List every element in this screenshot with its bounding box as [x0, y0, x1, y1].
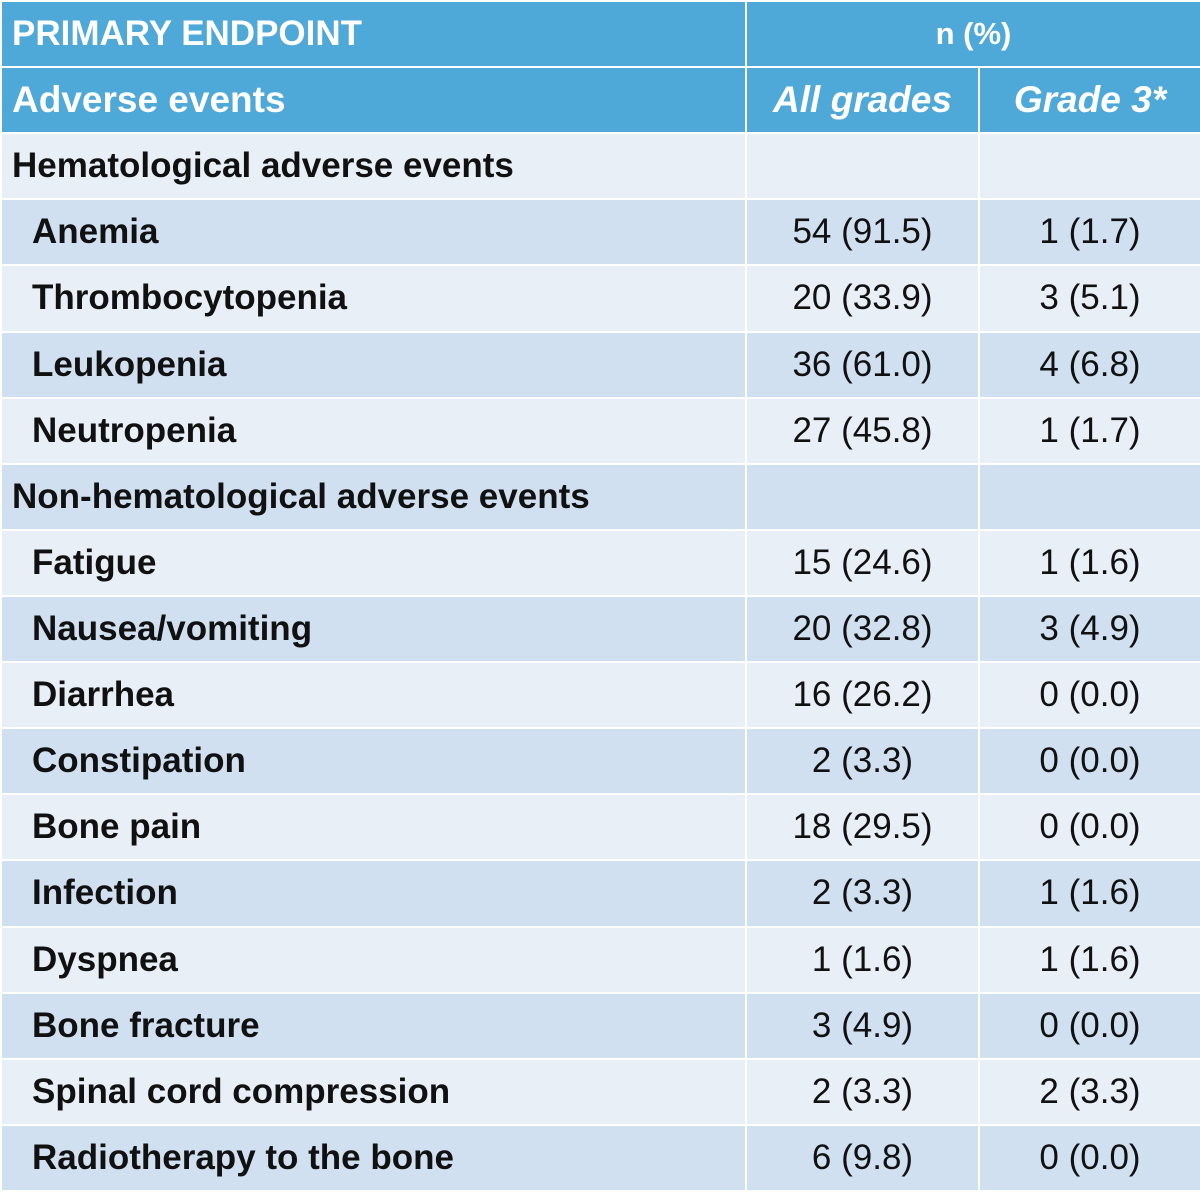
event-name: Leukopenia: [0, 330, 747, 399]
grade3-value: 0 (0.0): [977, 991, 1200, 1060]
grade3-value: 0 (0.0): [977, 1123, 1200, 1192]
all-grades-value: 16 (26.2): [745, 661, 980, 730]
grade3-value: 3 (5.1): [977, 264, 1200, 333]
grade3-value: 1 (1.6): [977, 925, 1200, 994]
table-row: Radiotherapy to the bone 6 (9.8) 0 (0.0): [0, 1123, 1200, 1192]
all-grades-value: 18 (29.5): [745, 793, 980, 862]
event-name: Infection: [0, 859, 747, 928]
grade3-value: 1 (1.6): [977, 528, 1200, 597]
table-row: Bone pain 18 (29.5) 0 (0.0): [0, 793, 1200, 862]
grade3-value: 1 (1.7): [977, 396, 1200, 465]
all-grades-value: 20 (33.9): [745, 264, 980, 333]
event-name: Anemia: [0, 198, 747, 267]
table-row: Hematological adverse events: [0, 132, 1200, 201]
event-name: Dyspnea: [0, 925, 747, 994]
table-row: Nausea/vomiting 20 (32.8) 3 (4.9): [0, 594, 1200, 664]
all-grades-value: 27 (45.8): [745, 396, 980, 465]
grade3-value: 4 (6.8): [977, 330, 1200, 399]
all-grades-value: 1 (1.6): [745, 925, 980, 994]
all-grades-value: 2 (3.3): [745, 727, 980, 796]
table-row: Bone fracture 3 (4.9) 0 (0.0): [0, 991, 1200, 1060]
n-label: n (%): [744, 0, 1200, 69]
header-row: PRIMARY ENDPOINT n (%): [0, 0, 1200, 69]
grade3-value: 0 (0.0): [977, 661, 1200, 730]
grade3-value: 1 (1.7): [977, 198, 1200, 267]
table-row: Fatigue 15 (24.6) 1 (1.6): [0, 528, 1200, 597]
column-label: All grades: [745, 66, 980, 135]
table-row: Neutropenia 27 (45.8) 1 (1.7): [0, 396, 1200, 465]
grade3-value: 1 (1.6): [977, 859, 1200, 928]
all-grades-value: 6 (9.8): [745, 1123, 980, 1192]
empty-cell: [977, 132, 1200, 201]
section-title: Hematological adverse events: [0, 132, 747, 201]
event-name: Constipation: [0, 727, 747, 796]
grade3-value: 0 (0.0): [977, 793, 1200, 862]
event-name: Fatigue: [0, 528, 747, 597]
event-name: Bone fracture: [0, 991, 747, 1060]
event-name: Bone pain: [0, 793, 747, 862]
grade3-value: 0 (0.0): [977, 727, 1200, 796]
all-grades-value: 2 (3.3): [745, 1057, 980, 1126]
table-row: Constipation 2 (3.3) 0 (0.0): [0, 727, 1200, 796]
all-grades-value: 54 (91.5): [745, 198, 980, 267]
event-name: Nausea/vomiting: [0, 594, 747, 664]
empty-cell: [745, 132, 980, 201]
event-name: Thrombocytopenia: [0, 264, 747, 333]
table-row: Diarrhea 16 (26.2) 0 (0.0): [0, 661, 1200, 730]
section-title: Non-hematological adverse events: [0, 462, 747, 531]
empty-cell: [977, 462, 1200, 531]
table-row: Non-hematological adverse events: [0, 462, 1200, 531]
title: PRIMARY ENDPOINT: [0, 0, 747, 69]
event-name: Diarrhea: [0, 661, 747, 730]
all-grades-value: 20 (32.8): [745, 594, 980, 664]
header-row: Adverse events All grades Grade 3*: [0, 66, 1200, 135]
table-row: Infection 2 (3.3) 1 (1.6): [0, 859, 1200, 928]
column-label: Grade 3*: [977, 66, 1200, 135]
table-row: Dyspnea 1 (1.6) 1 (1.6): [0, 925, 1200, 994]
event-name: Spinal cord compression: [0, 1057, 747, 1126]
event-name: Radiotherapy to the bone: [0, 1123, 747, 1192]
grade3-value: 2 (3.3): [977, 1057, 1200, 1126]
all-grades-value: 2 (3.3): [745, 859, 980, 928]
grade3-value: 3 (4.9): [977, 594, 1200, 664]
event-name: Neutropenia: [0, 396, 747, 465]
table-row: Anemia 54 (91.5) 1 (1.7): [0, 198, 1200, 267]
column-label: Adverse events: [0, 66, 747, 135]
all-grades-value: 15 (24.6): [745, 528, 980, 597]
table-row: Leukopenia 36 (61.0) 4 (6.8): [0, 330, 1200, 399]
all-grades-value: 36 (61.0): [745, 330, 980, 399]
all-grades-value: 3 (4.9): [745, 991, 980, 1060]
table-row: Spinal cord compression 2 (3.3) 2 (3.3): [0, 1057, 1200, 1126]
table-row: Thrombocytopenia 20 (33.9) 3 (5.1): [0, 264, 1200, 333]
empty-cell: [745, 462, 980, 531]
